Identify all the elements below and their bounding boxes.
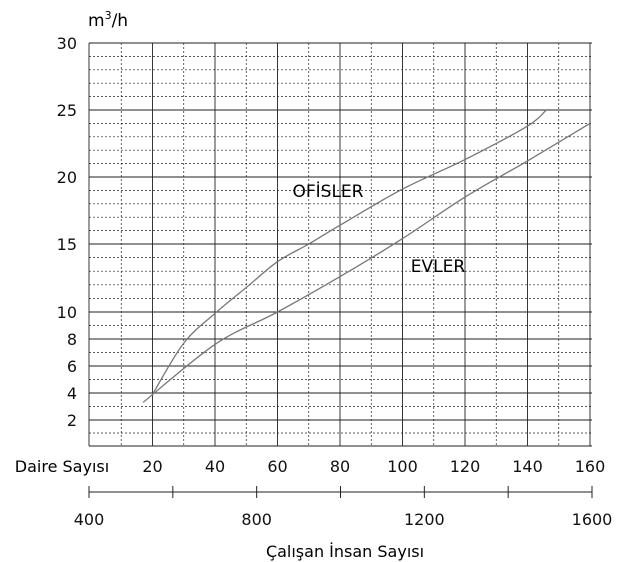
y-tick-label: 30	[57, 34, 77, 53]
x-tick-label: 60	[267, 457, 287, 476]
x-axis-calisan: 400 800 1200 1600	[74, 486, 613, 529]
x2-tick-label: 1600	[572, 510, 613, 529]
y-tick-label: 6	[67, 357, 77, 376]
x-tick-label: 100	[387, 457, 418, 476]
x2-tick-label: 800	[241, 510, 272, 529]
x-tick-label: 80	[330, 457, 350, 476]
series-line-ofisler	[151, 109, 547, 395]
grid-minor	[89, 43, 592, 446]
x-tick-label: 140	[512, 457, 543, 476]
grid-major	[88, 42, 592, 447]
y-tick-label: 15	[57, 235, 77, 254]
y-tick-label: 8	[67, 330, 77, 349]
series-label-evler: EVLER	[411, 257, 466, 277]
series-line-evler	[142, 122, 591, 403]
x2-tick-label: 1200	[404, 510, 445, 529]
x-row-label: Daire Sayısı	[15, 457, 109, 476]
x-axis-daire: 20 40 60 80 100 120 140 160	[142, 457, 605, 476]
x2-tick-label: 400	[74, 510, 105, 529]
series-label-ofisler: OFİSLER	[293, 181, 364, 202]
y-axis: 30 25 20 15 10 8 6 4 2	[57, 34, 77, 430]
y-unit-label: m3/h	[88, 9, 128, 31]
x-tick-label: 120	[450, 457, 481, 476]
y-tick-label: 2	[67, 411, 77, 430]
y-tick-label: 4	[67, 384, 77, 403]
x-tick-label: 160	[575, 457, 606, 476]
y-tick-label: 25	[57, 101, 77, 120]
x-tick-label: 20	[142, 457, 162, 476]
y-tick-label: 20	[57, 168, 77, 187]
x2-axis-title: Çalışan İnsan Sayısı	[266, 542, 424, 561]
x-tick-label: 40	[205, 457, 225, 476]
y-tick-label: 10	[57, 303, 77, 322]
